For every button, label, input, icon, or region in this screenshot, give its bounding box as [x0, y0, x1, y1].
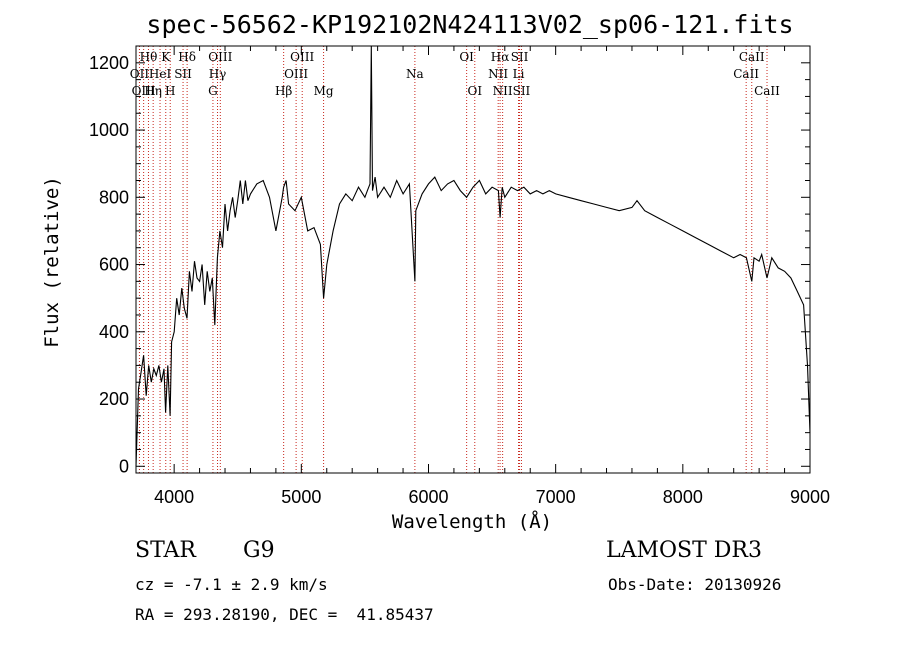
- coordinates-readout: RA = 293.28190, DEC = 41.85437: [135, 605, 434, 624]
- line-label: Na: [406, 67, 424, 81]
- line-label: CaII: [733, 67, 759, 81]
- line-label: Hθ: [140, 50, 158, 64]
- line-label: SII: [511, 50, 529, 64]
- plot-frame: [135, 45, 811, 474]
- line-label: OIII: [284, 67, 308, 81]
- line-label: SII: [513, 84, 531, 98]
- line-label: Hβ: [275, 84, 292, 98]
- object-subclass: G9: [243, 538, 275, 563]
- velocity-readout: cz = -7.1 ± 2.9 km/s: [135, 575, 328, 594]
- y-tick-label: 1200: [89, 53, 129, 73]
- spectrum-chart: spec-56562-KP192102N424113V02_sp06-121.f…: [41, 10, 830, 533]
- chart-title: spec-56562-KP192102N424113V02_sp06-121.f…: [146, 10, 793, 39]
- y-tick-label: 0: [119, 456, 129, 476]
- observation-date: Obs-Date: 20130926: [608, 575, 782, 594]
- line-label: Li: [513, 67, 525, 81]
- axis-ticks: 4000 5000 6000 7000 8000 9000 0 200 400 600 800 100…: [89, 46, 830, 507]
- line-label: OIII: [132, 84, 156, 98]
- line-label: Hη: [144, 84, 162, 98]
- line-label: OI: [459, 50, 474, 64]
- y-axis-label: Flux (relative): [41, 176, 63, 348]
- line-label: H: [165, 84, 175, 98]
- line-label: OI: [467, 84, 482, 98]
- line-label: CaII: [739, 50, 765, 64]
- spectral-line-labels: Hθ OII OIII K HeI Hη SII H Hδ OIII Hγ G Hβ OIII OIII Mg…: [130, 50, 780, 98]
- line-label: OIII: [290, 50, 314, 64]
- line-label: Hγ: [209, 67, 227, 81]
- spectral-line-markers: [138, 46, 768, 473]
- y-tick-label: 200: [99, 389, 129, 409]
- line-label: Hδ: [178, 50, 196, 64]
- y-tick-label: 400: [99, 322, 129, 342]
- survey-name: LAMOST DR3: [606, 538, 762, 563]
- line-label: Hα: [491, 50, 510, 64]
- x-tick-label: 7000: [536, 487, 576, 507]
- x-tick-label: 4000: [154, 487, 194, 507]
- object-class: STAR: [135, 538, 196, 563]
- line-label: NII: [493, 84, 513, 98]
- line-label: OII: [130, 67, 150, 81]
- x-tick-label: 8000: [663, 487, 703, 507]
- y-tick-label: 800: [99, 187, 129, 207]
- line-label: SII: [174, 67, 192, 81]
- line-label: NII: [488, 67, 508, 81]
- y-tick-label: 600: [99, 255, 129, 275]
- x-tick-label: 9000: [790, 487, 830, 507]
- line-label: OIII: [208, 50, 232, 64]
- x-tick-label: 5000: [281, 487, 321, 507]
- x-axis-label: Wavelength (Å): [392, 510, 552, 533]
- line-label: G: [208, 84, 218, 98]
- x-tick-label: 6000: [408, 487, 448, 507]
- spectrum-line: [135, 45, 811, 467]
- line-label: CaII: [754, 84, 780, 98]
- line-label: HeI: [149, 67, 172, 81]
- line-label: Mg: [314, 84, 334, 98]
- line-label: K: [161, 50, 171, 64]
- y-tick-label: 1000: [89, 120, 129, 140]
